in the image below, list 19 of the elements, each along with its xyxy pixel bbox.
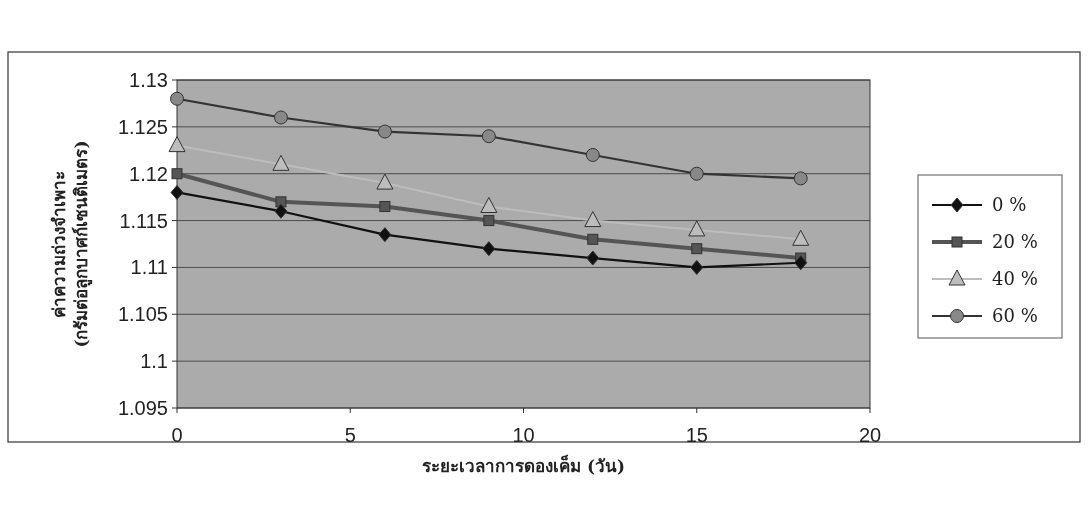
- x-tick-label: 15: [685, 424, 708, 446]
- legend-label: 0 %: [992, 194, 1027, 215]
- legend-label: 60 %: [992, 305, 1038, 326]
- y-tick-label: 1.095: [117, 397, 168, 419]
- x-tick-label: 0: [171, 424, 183, 446]
- legend-label: 20 %: [992, 231, 1038, 252]
- y-tick-label: 1.105: [117, 303, 168, 326]
- y-tick-label: 1.13: [129, 69, 168, 91]
- x-tick-label: 20: [858, 424, 882, 446]
- legend-label: 40 %: [992, 268, 1038, 289]
- y-tick-label: 1.1: [140, 350, 168, 373]
- x-axis-title: ระยะเวลาการดองเค็ม (วัน): [421, 454, 626, 476]
- x-tick-label: 5: [344, 424, 356, 446]
- y-tick-label: 1.125: [117, 115, 168, 138]
- y-tick-label: 1.115: [119, 209, 168, 232]
- y-tick-label: 1.11: [130, 256, 168, 279]
- y-tick-label: 1.12: [129, 162, 168, 185]
- x-tick-label: 10: [512, 424, 535, 446]
- y-axis-title: ค่าความถ่วงจำเพาะ (กรัมต่อลูกบาศก์เซนติเมตร): [49, 140, 93, 348]
